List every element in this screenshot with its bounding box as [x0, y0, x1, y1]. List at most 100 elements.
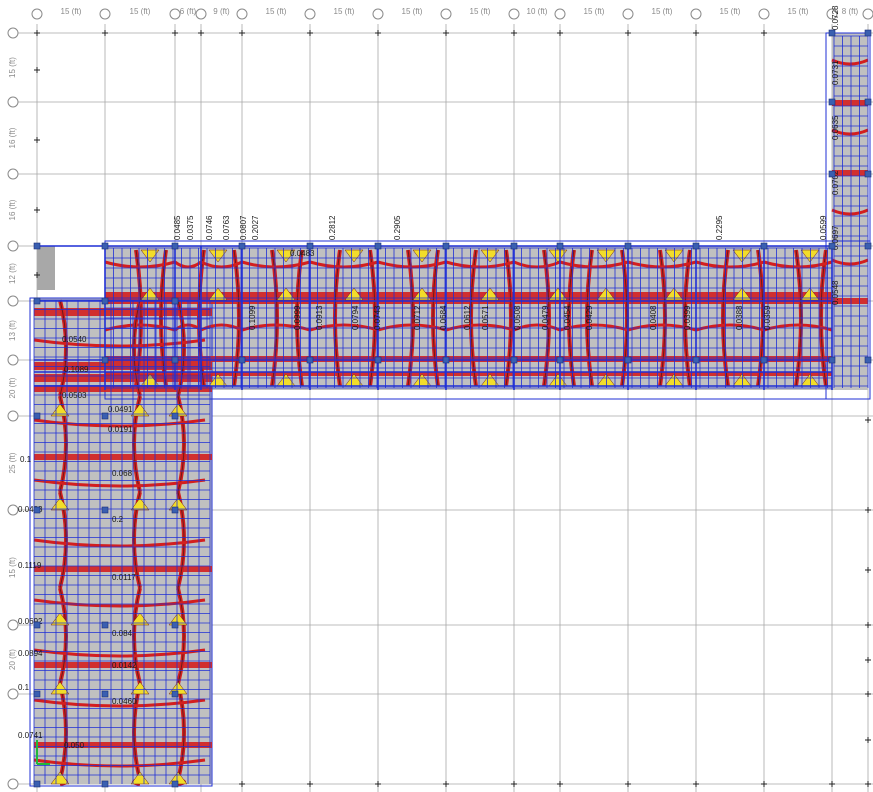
square-support-icon[interactable]: [828, 29, 836, 37]
square-support-icon[interactable]: [828, 98, 836, 106]
grid-bubble[interactable]: [169, 8, 181, 20]
square-support-icon[interactable]: [171, 242, 179, 250]
square-support-icon[interactable]: [33, 297, 41, 305]
grid-spacing-label-x: 15 (ft): [720, 7, 741, 16]
square-support-icon[interactable]: [760, 242, 768, 250]
moment-band: [34, 362, 212, 370]
square-support-icon[interactable]: [101, 356, 109, 364]
moment-curve: [695, 260, 765, 269]
square-support-icon[interactable]: [171, 506, 179, 514]
square-support-icon[interactable]: [171, 780, 179, 788]
square-support-icon[interactable]: [171, 690, 179, 698]
square-support-icon[interactable]: [306, 356, 314, 364]
grid-bubble[interactable]: [690, 8, 702, 20]
value-label: 0.0117: [112, 573, 136, 582]
square-support-icon[interactable]: [864, 356, 872, 364]
grid-bubble[interactable]: [304, 8, 316, 20]
square-support-icon[interactable]: [442, 242, 450, 250]
grid-bubble[interactable]: [7, 240, 19, 252]
grid-bubble[interactable]: [31, 8, 43, 20]
slab-areas[interactable]: [29, 32, 871, 787]
square-support-icon[interactable]: [864, 242, 872, 250]
square-support-icon[interactable]: [374, 356, 382, 364]
grid-bubble[interactable]: [622, 8, 634, 20]
square-support-icon[interactable]: [864, 98, 872, 106]
square-support-icon[interactable]: [101, 621, 109, 629]
moment-wedge: [50, 771, 70, 785]
square-support-icon[interactable]: [238, 242, 246, 250]
square-support-icon[interactable]: [33, 242, 41, 250]
moment-curve: [627, 260, 697, 269]
square-support-icon[interactable]: [33, 412, 41, 420]
square-support-icon[interactable]: [692, 242, 700, 250]
grid-spacing-label-x: 9 (ft): [213, 7, 230, 16]
square-support-icon[interactable]: [33, 690, 41, 698]
deck-outline: [825, 32, 871, 400]
square-support-icon[interactable]: [692, 356, 700, 364]
square-support-icon[interactable]: [101, 412, 109, 420]
grid-bubble[interactable]: [7, 295, 19, 307]
grid-bubble[interactable]: [7, 778, 19, 790]
square-support-icon[interactable]: [171, 621, 179, 629]
grid-bubble[interactable]: [7, 410, 19, 422]
grid-bubble[interactable]: [99, 8, 111, 20]
square-support-icon[interactable]: [101, 297, 109, 305]
square-support-icon[interactable]: [864, 29, 872, 37]
grid-bubble[interactable]: [7, 96, 19, 108]
grid-bubble[interactable]: [7, 27, 19, 39]
square-support-icon[interactable]: [171, 356, 179, 364]
square-support-icon[interactable]: [442, 356, 450, 364]
grid-bubble[interactable]: [862, 8, 873, 20]
square-support-icon[interactable]: [101, 506, 109, 514]
grid-bubble[interactable]: [7, 168, 19, 180]
grid-bubble[interactable]: [826, 8, 838, 20]
grid-bubble[interactable]: [7, 354, 19, 366]
square-support-icon[interactable]: [101, 242, 109, 250]
grid-bubble[interactable]: [372, 8, 384, 20]
grid-bubble[interactable]: [236, 8, 248, 20]
moment-wedge: [664, 249, 684, 263]
grid-bubble[interactable]: [508, 8, 520, 20]
square-support-icon[interactable]: [171, 297, 179, 305]
square-support-icon[interactable]: [760, 356, 768, 364]
square-support-icon[interactable]: [374, 242, 382, 250]
grid-bubble[interactable]: [7, 619, 19, 631]
square-support-icon[interactable]: [828, 242, 836, 250]
value-label: 0.0702: [831, 170, 840, 195]
grid-bubble[interactable]: [7, 688, 19, 700]
square-support-icon[interactable]: [624, 242, 632, 250]
grid-spacing-label-y: 20 (ft): [8, 649, 17, 670]
square-support-icon[interactable]: [864, 170, 872, 178]
square-support-icon[interactable]: [828, 356, 836, 364]
square-support-icon[interactable]: [828, 170, 836, 178]
value-label: 0.0429: [585, 305, 594, 330]
square-support-icon[interactable]: [556, 242, 564, 250]
value-label: 0.0483: [290, 249, 315, 258]
value-label: 0.0491: [108, 405, 133, 414]
square-support-icon[interactable]: [238, 356, 246, 364]
square-support-icon[interactable]: [510, 356, 518, 364]
grid-bubble[interactable]: [554, 8, 566, 20]
square-support-icon[interactable]: [306, 242, 314, 250]
moment-wedge: [130, 612, 150, 626]
moment-wedge: [732, 287, 752, 301]
moment-curve: [33, 418, 206, 428]
square-support-icon[interactable]: [101, 690, 109, 698]
supports[interactable]: [33, 29, 872, 788]
square-support-icon[interactable]: [171, 412, 179, 420]
square-support-icon[interactable]: [556, 356, 564, 364]
grid-bubble[interactable]: [758, 8, 770, 20]
value-label: 0.2905: [393, 215, 402, 240]
value-label: 0.1: [20, 455, 32, 464]
square-support-icon[interactable]: [101, 780, 109, 788]
square-support-icon[interactable]: [33, 621, 41, 629]
grid-bubble[interactable]: [195, 8, 207, 20]
grid-bubble[interactable]: [7, 504, 19, 516]
moment-wedge: [480, 249, 500, 263]
grid-bubble[interactable]: [440, 8, 452, 20]
square-support-icon[interactable]: [510, 242, 518, 250]
square-support-icon[interactable]: [33, 506, 41, 514]
square-support-icon[interactable]: [33, 780, 41, 788]
square-support-icon[interactable]: [624, 356, 632, 364]
